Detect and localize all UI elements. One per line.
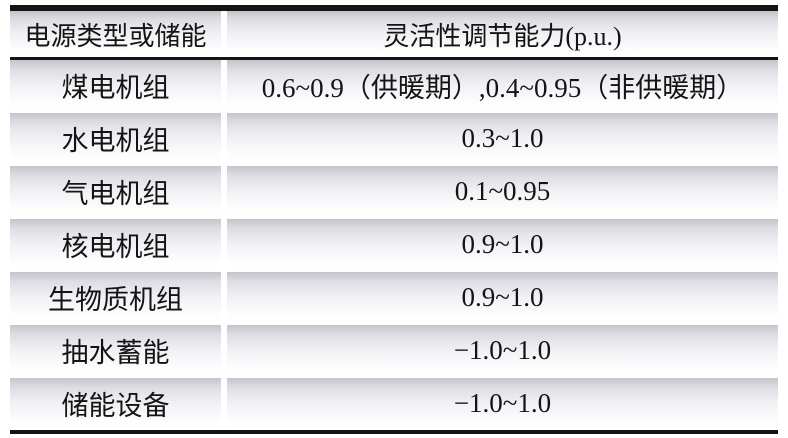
header-cell-source-type: 电源类型或储能 [10,11,221,57]
cell-capability: 0.1~0.95 [227,166,778,216]
table-row-biomass: 生物质机组 0.9~1.0 [10,272,778,322]
table-row-coal: 煤电机组 0.6~0.9（供暖期）,0.4~0.95（非供暖期） [10,60,778,110]
table-body: 煤电机组 0.6~0.9（供暖期）,0.4~0.95（非供暖期） 水电机组 0.… [10,60,778,428]
table-row-hydro: 水电机组 0.3~1.0 [10,113,778,163]
cell-source-type: 煤电机组 [10,60,221,110]
cell-source-type: 核电机组 [10,219,221,269]
cell-source-type: 抽水蓄能 [10,325,221,375]
cell-source-type: 储能设备 [10,378,221,428]
flexibility-capability-table: 电源类型或储能 灵活性调节能力(p.u.) 煤电机组 0.6~0.9（供暖期）,… [10,5,778,434]
table-row-pumped-storage: 抽水蓄能 −1.0~1.0 [10,325,778,375]
table-row-nuclear: 核电机组 0.9~1.0 [10,219,778,269]
cell-capability: 0.6~0.9（供暖期）,0.4~0.95（非供暖期） [227,60,778,110]
cell-capability: −1.0~1.0 [227,325,778,375]
cell-capability: 0.9~1.0 [227,219,778,269]
table-header-row: 电源类型或储能 灵活性调节能力(p.u.) [10,11,778,57]
table-row-energy-storage: 储能设备 −1.0~1.0 [10,378,778,428]
table-row-gas: 气电机组 0.1~0.95 [10,166,778,216]
cell-capability: 0.9~1.0 [227,272,778,322]
cell-source-type: 气电机组 [10,166,221,216]
table-top-rule [10,5,778,11]
cell-capability: −1.0~1.0 [227,378,778,428]
table-header-rule [10,57,778,60]
cell-source-type: 水电机组 [10,113,221,163]
table-bottom-rule [10,430,778,434]
cell-capability: 0.3~1.0 [227,113,778,163]
cell-source-type: 生物质机组 [10,272,221,322]
header-cell-flexibility: 灵活性调节能力(p.u.) [227,11,778,57]
